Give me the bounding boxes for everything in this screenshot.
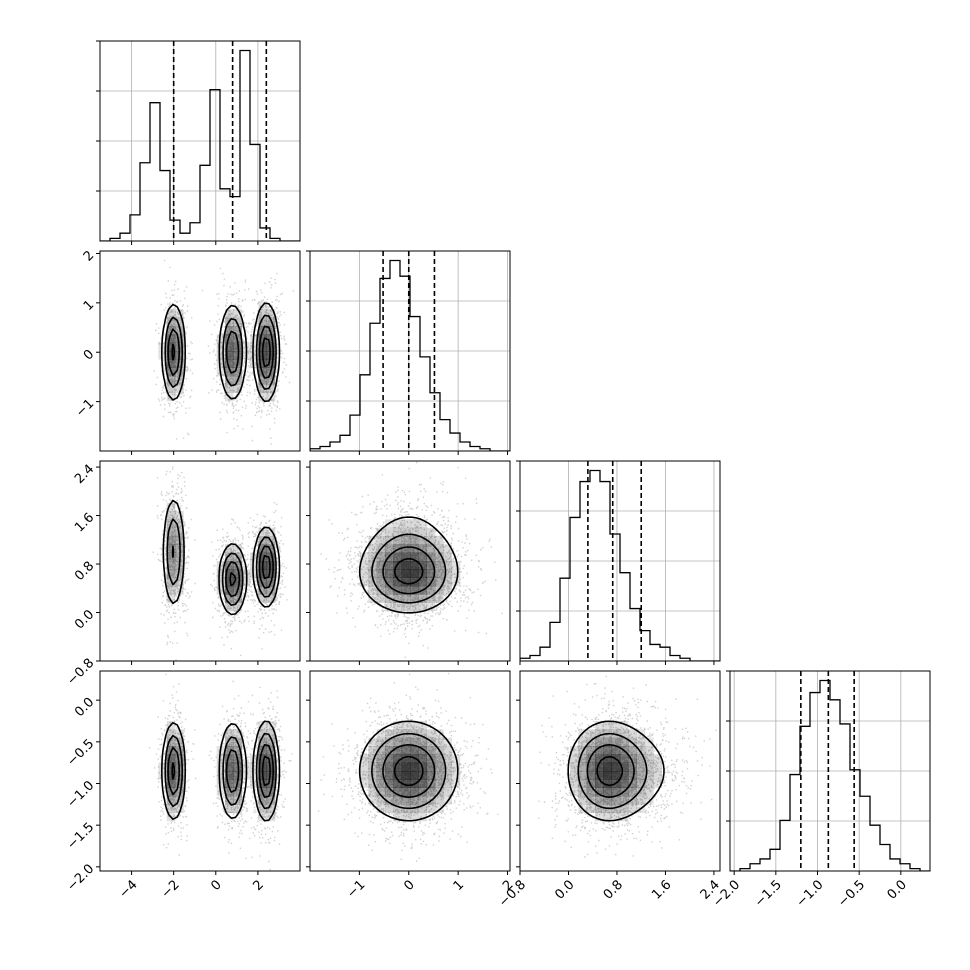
histogram-steps-2 xyxy=(520,469,720,661)
xtick-label-2-1: 0.0 xyxy=(552,877,577,902)
contour-2-0-3 xyxy=(229,554,271,587)
contour-3-2-2 xyxy=(586,744,635,798)
contour-3-2-1 xyxy=(577,732,648,810)
panel-frame-1-0 xyxy=(99,250,301,452)
xtick-label-3-3: −0.5 xyxy=(835,877,868,910)
panel-frame-3-0 xyxy=(99,670,301,872)
contour-2-0-0 xyxy=(162,499,281,616)
panel-frame-0-0 xyxy=(99,40,301,242)
panel-frame-2-0 xyxy=(99,460,301,662)
ytick-label-1-0: −1 xyxy=(73,396,97,420)
scatter-panel-3-0 xyxy=(96,670,301,875)
scatter-panel-3-1 xyxy=(306,670,511,875)
xtick-label-3-4: 0.0 xyxy=(885,877,910,902)
scatter-panel-2-0 xyxy=(96,460,301,665)
xtick-label-0-0: −4 xyxy=(116,877,140,901)
ytick-label-3-2: −1.0 xyxy=(64,778,97,811)
histogram-panel-2 xyxy=(516,460,721,665)
scatter-points-2-0 xyxy=(152,461,288,661)
xtick-label-1-0: −1 xyxy=(344,877,368,901)
xtick-label-3-1: −1.5 xyxy=(752,877,785,910)
contour-3-0-0 xyxy=(161,720,281,822)
xtick-label-1-1: 0 xyxy=(401,877,417,893)
ytick-label-3-0: −2.0 xyxy=(64,862,97,895)
xtick-label-3-2: −1.0 xyxy=(794,877,827,910)
panel-frame-3-1 xyxy=(309,670,511,872)
scatter-panel-1-0 xyxy=(96,250,301,455)
contour-2-1-0 xyxy=(358,516,459,614)
contour-3-1-2 xyxy=(382,744,436,798)
histogram-steps-1 xyxy=(310,259,510,451)
xtick-label-0-1: −2 xyxy=(159,877,183,901)
contour-2-1-3 xyxy=(393,557,424,585)
contour-3-0-3 xyxy=(171,755,271,787)
ytick-label-3-4: 0.0 xyxy=(72,695,97,720)
contour-1-0-2 xyxy=(167,325,274,379)
ytick-label-1-2: 1 xyxy=(81,298,97,314)
scatter-panel-3-2 xyxy=(516,670,721,875)
contour-1-0-1 xyxy=(164,314,277,390)
ytick-label-2-4: 2.4 xyxy=(72,462,97,487)
histogram-steps-3 xyxy=(730,679,930,871)
xtick-label-2-3: 1.6 xyxy=(649,877,674,902)
scatter-points-3-0 xyxy=(148,673,293,871)
contour-3-0-2 xyxy=(167,744,274,798)
histogram-steps-0 xyxy=(100,49,300,241)
xtick-label-0-3: 2 xyxy=(250,877,266,893)
ytick-label-1-1: 0 xyxy=(81,347,97,363)
contour-3-1-1 xyxy=(371,732,447,810)
ytick-label-3-3: −0.5 xyxy=(64,737,97,770)
panel-frame-3-3 xyxy=(729,670,931,872)
contour-3-1-0 xyxy=(358,720,459,822)
ytick-label-2-3: 1.6 xyxy=(72,510,97,535)
contour-3-2-3 xyxy=(596,755,624,787)
xtick-label-1-2: 1 xyxy=(451,877,467,893)
contour-3-0-1 xyxy=(164,732,277,810)
histogram-panel-3 xyxy=(726,670,931,875)
panel-frame-3-2 xyxy=(519,670,721,872)
contour-1-0-3 xyxy=(171,337,271,368)
panel-frame-1-1 xyxy=(309,250,511,452)
contour-2-1-1 xyxy=(371,533,447,604)
contour-2-0-1 xyxy=(166,518,277,606)
contour-2-0-2 xyxy=(171,545,274,598)
scatter-panel-2-1 xyxy=(306,460,511,665)
panel-frame-2-1 xyxy=(309,460,511,662)
contour-2-1-2 xyxy=(382,546,436,595)
ytick-label-2-0: −0.8 xyxy=(64,656,97,689)
histogram-panel-0 xyxy=(96,40,301,245)
contour-3-2-0 xyxy=(567,720,665,822)
contour-3-1-3 xyxy=(393,755,424,787)
contour-1-0-0 xyxy=(161,302,281,403)
ytick-label-3-1: −1.5 xyxy=(64,820,97,853)
xtick-label-0-2: 0 xyxy=(208,877,224,893)
ytick-label-2-1: 0.0 xyxy=(72,607,97,632)
ytick-label-1-3: 2 xyxy=(81,248,97,264)
ytick-label-2-2: 0.8 xyxy=(72,559,97,584)
xtick-label-2-2: 0.8 xyxy=(601,877,626,902)
panel-frame-2-2 xyxy=(519,460,721,662)
histogram-panel-1 xyxy=(306,250,511,455)
